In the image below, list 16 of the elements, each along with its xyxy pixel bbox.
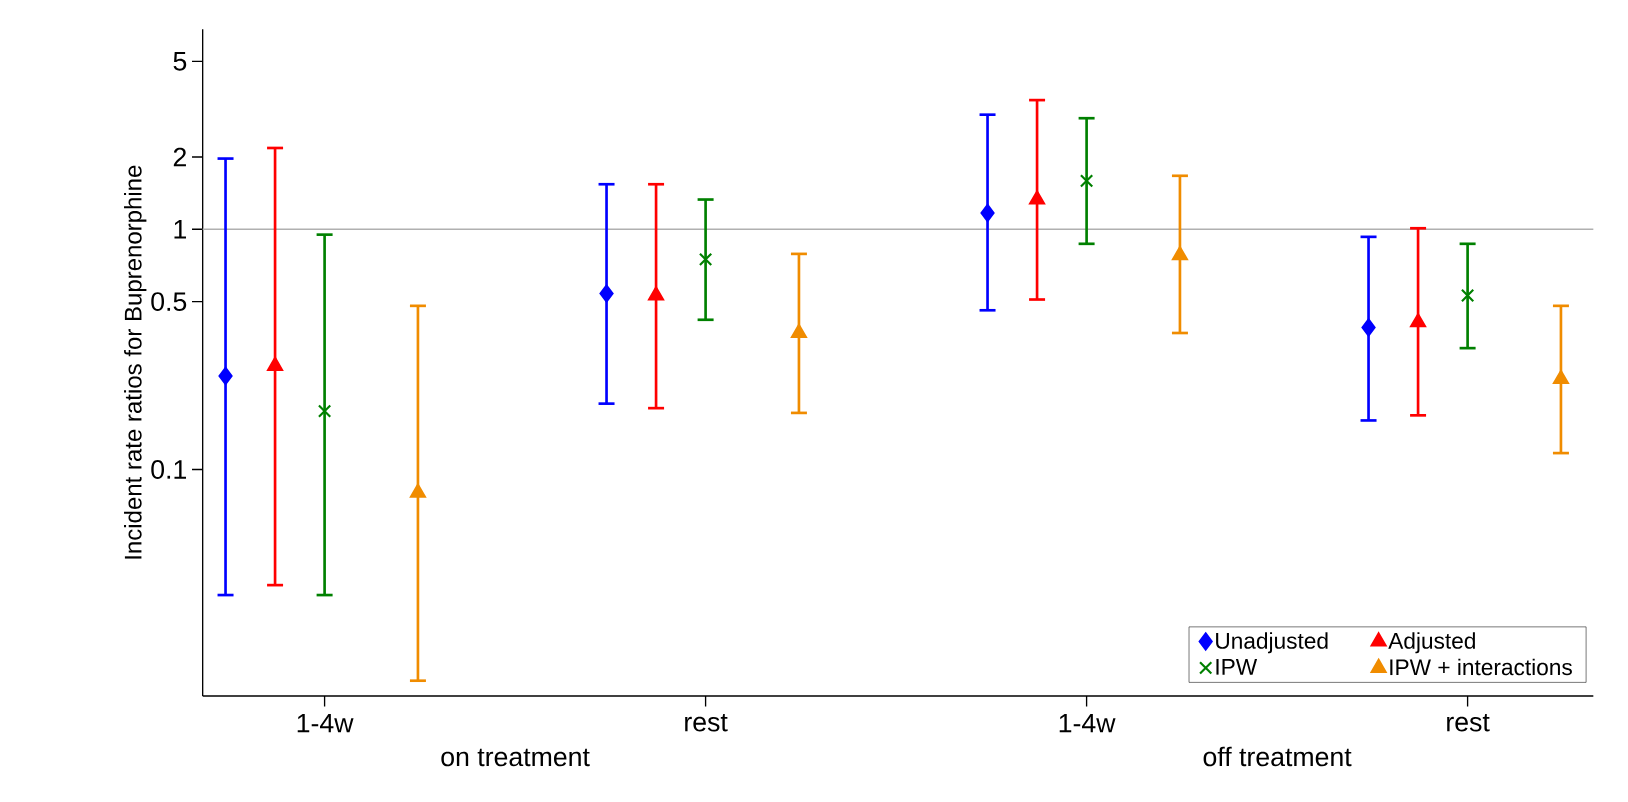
legend-label: IPW + interactions	[1390, 658, 1572, 676]
y-tick-label: 0.5	[151, 292, 187, 312]
y-axis-title: Incident rate ratios for Buprenorphine	[124, 165, 147, 559]
legend-label: Adjusted	[1388, 632, 1475, 654]
legend-label: Unadjusted	[1216, 632, 1328, 654]
y-tick-label: 5	[173, 52, 187, 71]
x-tick-label: rest	[685, 713, 728, 732]
x-tick-label: 1-4w	[297, 713, 354, 733]
text: off treatment	[1203, 746, 1352, 767]
x-tick-label: 1-4w	[1059, 713, 1116, 733]
text: on treatment	[441, 748, 590, 767]
y-tick-label: 2	[173, 147, 186, 167]
y-tick-label: 1	[174, 220, 186, 239]
x-tick-label: rest	[1447, 713, 1490, 732]
y-tick-label: 0.1	[151, 460, 186, 479]
legend-label: IPW	[1216, 659, 1258, 675]
